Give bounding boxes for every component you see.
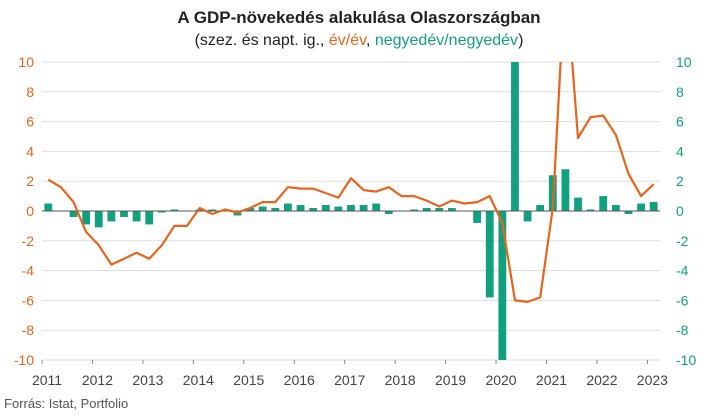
bar-qoq bbox=[69, 211, 78, 217]
source-note: Forrás: Istat, Portfolio bbox=[4, 396, 129, 411]
bar-qoq bbox=[321, 205, 330, 211]
bar-qoq bbox=[511, 62, 519, 211]
y-left-tick-label: -4 bbox=[22, 263, 35, 279]
y-left-tick-label: -8 bbox=[22, 322, 35, 338]
bar-qoq bbox=[208, 209, 217, 211]
subtitle-qoq-label: negyedév/negyedév bbox=[374, 32, 519, 49]
bar-qoq bbox=[611, 205, 620, 211]
line-yoy bbox=[47, 62, 655, 303]
y-right-tick-label: -10 bbox=[676, 352, 696, 368]
bar-qoq bbox=[296, 205, 305, 211]
bar-series-group bbox=[44, 62, 658, 360]
bar-qoq bbox=[347, 205, 355, 211]
y-right-tick-label: 8 bbox=[676, 84, 684, 100]
chart-subtitle: (szez. és napt. ig., év/év, negyedév/neg… bbox=[0, 32, 718, 50]
x-tick-label: 2023 bbox=[637, 372, 668, 388]
y-right-tick-label: -4 bbox=[676, 263, 689, 279]
bar-qoq bbox=[637, 203, 645, 211]
y-left-tick-label: 6 bbox=[26, 114, 34, 130]
y-left-tick-label: -2 bbox=[22, 233, 35, 249]
y-left-tick-label: 2 bbox=[26, 173, 34, 189]
x-tick-label: 2012 bbox=[82, 372, 113, 388]
bar-qoq bbox=[372, 203, 381, 211]
bar-qoq bbox=[170, 209, 179, 211]
x-tick-label: 2018 bbox=[385, 372, 416, 388]
bar-qoq bbox=[523, 211, 532, 222]
y-right-tick-label: -8 bbox=[676, 322, 689, 338]
subtitle-suffix: ) bbox=[518, 32, 524, 49]
bar-qoq bbox=[447, 208, 456, 211]
x-tick-label: 2014 bbox=[183, 372, 214, 388]
y-left-tick-label: -10 bbox=[14, 352, 34, 368]
bar-qoq bbox=[44, 203, 53, 211]
subtitle-yoy-label: év/év bbox=[328, 32, 366, 49]
bar-qoq bbox=[485, 211, 494, 298]
y-left-tick-label: 0 bbox=[26, 203, 34, 219]
x-tick-label: 2019 bbox=[435, 372, 466, 388]
bar-qoq bbox=[258, 206, 267, 211]
subtitle-separator: , bbox=[365, 32, 375, 49]
x-tick-label: 2015 bbox=[233, 372, 264, 388]
x-tick-label: 2013 bbox=[132, 372, 163, 388]
x-tick-label: 2017 bbox=[334, 372, 365, 388]
bar-qoq bbox=[132, 211, 141, 222]
x-tick-label: 2022 bbox=[586, 372, 617, 388]
bar-qoq bbox=[120, 211, 128, 217]
x-tick-label: 2011 bbox=[32, 372, 62, 388]
bar-qoq bbox=[157, 211, 166, 213]
x-tick-label: 2016 bbox=[284, 372, 315, 388]
y-right-tick-label: 4 bbox=[676, 143, 684, 159]
bar-qoq bbox=[309, 208, 318, 211]
bar-qoq bbox=[561, 169, 570, 211]
y-right-tick-label: -6 bbox=[676, 292, 689, 308]
bar-qoq bbox=[649, 202, 658, 211]
bar-qoq bbox=[145, 211, 154, 225]
y-left-tick-label: 10 bbox=[18, 54, 34, 70]
y-left-tick-label: 8 bbox=[26, 84, 34, 100]
bar-qoq bbox=[271, 208, 280, 211]
bar-qoq bbox=[94, 211, 103, 228]
bar-qoq bbox=[473, 211, 482, 223]
bar-qoq bbox=[435, 208, 444, 211]
bar-qoq bbox=[574, 197, 582, 211]
x-tick-label: 2021 bbox=[536, 372, 567, 388]
subtitle-prefix: (szez. és napt. ig., bbox=[194, 32, 329, 49]
y-left-tick-label: 4 bbox=[26, 143, 34, 159]
y-right-tick-label: 10 bbox=[676, 54, 692, 70]
x-tick-label: 2020 bbox=[485, 372, 516, 388]
y-left-tick-label: -6 bbox=[22, 292, 35, 308]
bar-qoq bbox=[586, 209, 595, 211]
bar-qoq bbox=[410, 209, 418, 211]
bar-qoq bbox=[384, 211, 393, 214]
bar-qoq bbox=[284, 203, 292, 211]
bar-qoq bbox=[498, 211, 507, 360]
bar-qoq bbox=[359, 205, 368, 211]
bar-qoq bbox=[195, 209, 204, 211]
bar-qoq bbox=[82, 211, 91, 225]
bar-qoq bbox=[334, 206, 343, 211]
y-right-tick-label: 2 bbox=[676, 173, 684, 189]
bar-qoq bbox=[536, 205, 545, 211]
bar-qoq bbox=[599, 196, 608, 211]
y-right-tick-label: 0 bbox=[676, 203, 684, 219]
bar-qoq bbox=[246, 208, 255, 211]
bar-qoq bbox=[422, 208, 431, 211]
y-right-tick-label: -2 bbox=[676, 233, 689, 249]
chart-title: A GDP-növekedés alakulása Olaszországban bbox=[177, 8, 541, 27]
y-right-tick-label: 6 bbox=[676, 114, 684, 130]
bar-qoq bbox=[624, 211, 633, 214]
bar-qoq bbox=[107, 211, 116, 222]
